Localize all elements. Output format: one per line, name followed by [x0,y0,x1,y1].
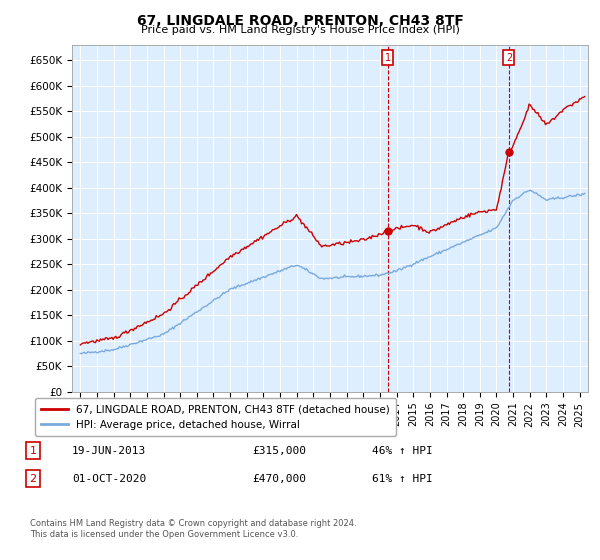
Text: 19-JUN-2013: 19-JUN-2013 [72,446,146,456]
Text: 2: 2 [506,53,512,63]
Text: 67, LINGDALE ROAD, PRENTON, CH43 8TF: 67, LINGDALE ROAD, PRENTON, CH43 8TF [137,14,463,28]
Text: 2: 2 [29,474,37,484]
Text: 1: 1 [29,446,37,456]
Text: £470,000: £470,000 [252,474,306,484]
Text: £315,000: £315,000 [252,446,306,456]
Text: 1: 1 [385,53,391,63]
Text: 46% ↑ HPI: 46% ↑ HPI [372,446,433,456]
Text: 01-OCT-2020: 01-OCT-2020 [72,474,146,484]
Legend: 67, LINGDALE ROAD, PRENTON, CH43 8TF (detached house), HPI: Average price, detac: 67, LINGDALE ROAD, PRENTON, CH43 8TF (de… [35,398,396,436]
Text: 61% ↑ HPI: 61% ↑ HPI [372,474,433,484]
Text: Price paid vs. HM Land Registry's House Price Index (HPI): Price paid vs. HM Land Registry's House … [140,25,460,35]
Text: Contains HM Land Registry data © Crown copyright and database right 2024.
This d: Contains HM Land Registry data © Crown c… [30,520,356,539]
